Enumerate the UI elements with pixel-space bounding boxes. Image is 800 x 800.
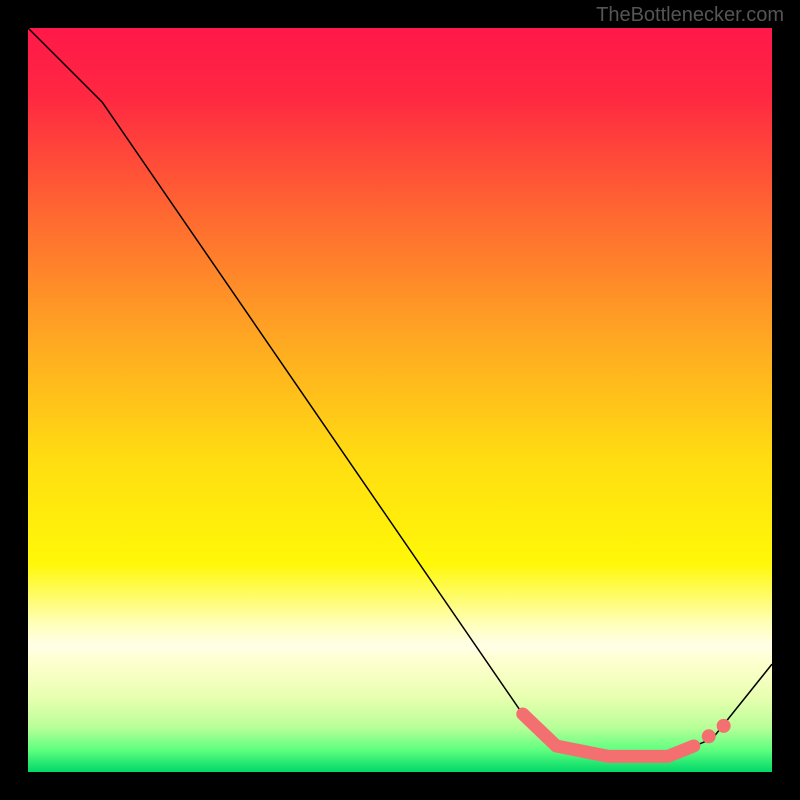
chart-svg <box>28 28 772 772</box>
watermark-text: TheBottlenecker.com <box>596 4 784 27</box>
chart-background <box>28 28 772 772</box>
bottleneck-chart <box>28 28 772 772</box>
